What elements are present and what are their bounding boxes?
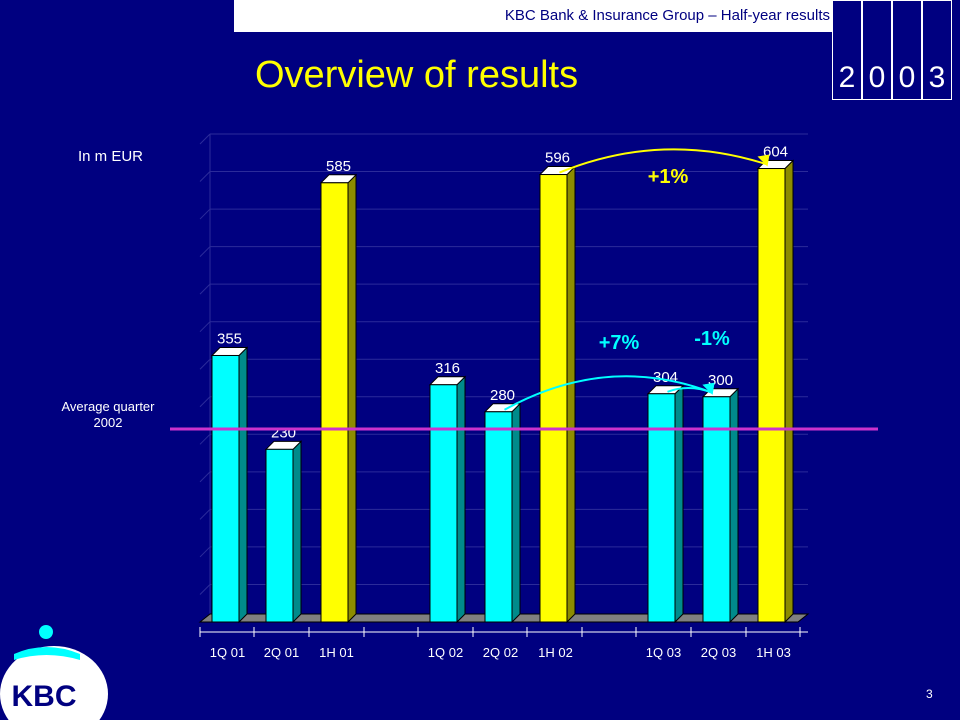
bar: [702, 396, 731, 623]
gridline: [199, 208, 211, 220]
value-label: 604: [763, 144, 788, 161]
logo-figure: [14, 647, 80, 660]
arrow-head: [757, 154, 770, 167]
year-digit-box: 2: [832, 0, 862, 100]
bar-side: [347, 173, 357, 624]
gridline: [199, 283, 211, 295]
x-axis: 1Q 01 2Q 01 1H 01 1Q 02 2Q 02 1H 02 1Q 03 2Q 03…: [199, 627, 808, 660]
x-tick-label: 2Q 02: [483, 645, 518, 660]
page-number: 3: [926, 687, 933, 701]
year-digit-box: 0: [862, 0, 892, 100]
bar: [539, 174, 568, 623]
value-label: 300: [708, 372, 733, 389]
logo-swoosh: [0, 646, 108, 720]
bar: [757, 168, 786, 623]
bar-side: [729, 387, 739, 624]
x-tick-label: 1H 01: [319, 645, 354, 660]
average-quarter-label-line2: 2002: [93, 415, 123, 430]
average-quarter-label: Average quarter 2002: [36, 399, 180, 431]
bar-side: [456, 375, 466, 624]
year-digit: 0: [898, 61, 916, 94]
value-label: 304: [653, 369, 678, 386]
bar-side: [511, 402, 521, 624]
change-arrow: [504, 375, 713, 411]
header-subtitle: KBC Bank & Insurance Group – Half-year r…: [234, 0, 832, 32]
bar-side: [292, 440, 302, 624]
kbc-logo: KBC: [0, 625, 108, 720]
bar-side: [674, 384, 684, 624]
year-digit-box: 3: [922, 0, 952, 100]
change-label: -1%: [694, 328, 730, 350]
bar: [484, 411, 513, 623]
year-digit: 3: [928, 61, 946, 94]
change-arrow: [667, 387, 713, 394]
change-arrow: [559, 148, 768, 174]
value-label: 230: [271, 424, 296, 441]
bar-side: [566, 165, 576, 624]
gridline: [199, 584, 211, 595]
arrow-head: [702, 382, 715, 395]
value-label: 280: [490, 387, 515, 404]
logo-head: [39, 625, 53, 639]
bar: [429, 384, 458, 623]
value-label: 355: [217, 330, 242, 347]
chart-annotations: +1% +7% -1%: [170, 148, 878, 431]
gridline: [199, 321, 211, 333]
x-tick-label: 1Q 03: [646, 645, 681, 660]
value-label: 585: [326, 158, 351, 175]
x-tick-label: 1Q 02: [428, 645, 463, 660]
bar-side: [784, 159, 794, 624]
value-labels: 355 230 585 316 280 596 304 300 604: [217, 144, 788, 442]
x-tick-label: 1Q 01: [210, 645, 245, 660]
gridline: [199, 509, 211, 520]
bar: [647, 393, 676, 623]
average-quarter-label-line1: Average quarter: [61, 399, 155, 414]
unit-label: In m EUR: [78, 148, 144, 165]
bar: [211, 354, 240, 623]
bar-side: [238, 346, 248, 624]
bar: [320, 182, 349, 623]
gridline: [199, 246, 211, 257]
change-label: +1%: [648, 166, 689, 188]
gridline: [199, 133, 211, 145]
x-tick-label: 1H 02: [538, 645, 573, 660]
gridline: [199, 358, 211, 370]
gridline: [199, 546, 211, 558]
x-tick-label: 1H 03: [756, 645, 791, 660]
gridline: [199, 433, 211, 445]
gridline: [199, 471, 211, 483]
gridline: [199, 171, 211, 182]
logo-text: KBC: [12, 680, 77, 713]
chart-bars: [210, 159, 795, 624]
change-label: +7%: [599, 332, 640, 354]
x-tick-label: 2Q 03: [701, 645, 736, 660]
page-title: Overview of results: [255, 54, 579, 96]
year-digit-box: 0: [892, 0, 922, 100]
gridline: [199, 396, 211, 408]
bar: [265, 448, 294, 623]
value-label: 596: [545, 150, 570, 167]
year-digit: 0: [868, 61, 886, 94]
year-digit: 2: [838, 61, 856, 94]
x-tick-label: 2Q 01: [264, 645, 299, 660]
value-label: 316: [435, 360, 460, 377]
